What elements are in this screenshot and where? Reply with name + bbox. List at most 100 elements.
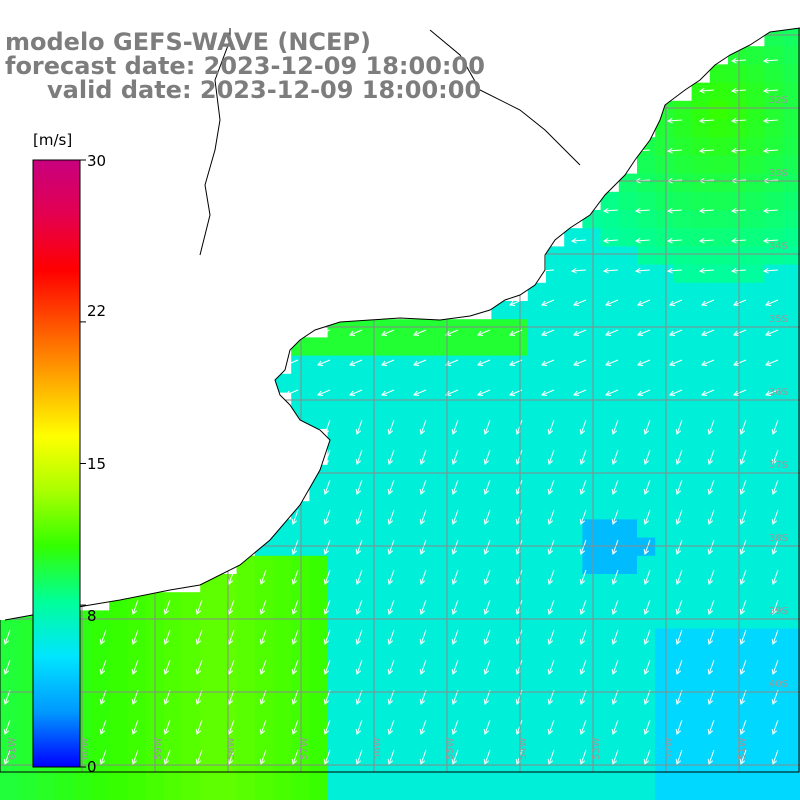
wind-cell [546, 392, 565, 411]
wind-cell [618, 483, 638, 502]
wind-cell [364, 737, 383, 757]
wind-arrow [771, 719, 779, 735]
wind-cell [582, 301, 602, 320]
wind-arrow [419, 419, 427, 435]
wind-arrow [707, 629, 715, 645]
wind-arrow [611, 629, 619, 645]
wind-cell [327, 337, 347, 357]
wind-cell [546, 701, 565, 721]
wind-cell [546, 519, 565, 539]
wind-cell [637, 264, 656, 284]
wind-arrow [355, 419, 363, 435]
wind-cell [382, 519, 401, 539]
wind-cell [618, 592, 638, 611]
lon-label: 58W [226, 737, 237, 760]
wind-cell [746, 210, 765, 229]
wind-cell [691, 464, 711, 484]
wind-cell [418, 428, 438, 448]
wind-cell [691, 155, 711, 175]
wind-cell [327, 501, 347, 520]
wind-cell [436, 464, 456, 484]
wind-cell [709, 719, 729, 739]
wind-cell [364, 337, 383, 357]
wind-cell [582, 464, 602, 484]
wind-cell [400, 701, 420, 721]
wind-cell [728, 64, 747, 84]
wind-cell [709, 246, 729, 266]
wind-arrow [707, 749, 715, 765]
wind-arrow [698, 147, 715, 154]
wind-cell [655, 337, 674, 357]
wind-cell [655, 264, 674, 284]
wind-cell [327, 355, 347, 375]
wind-cell [746, 173, 765, 193]
wind-cell [618, 701, 638, 721]
wind-cell [273, 792, 292, 800]
wind-cell [637, 537, 656, 557]
wind-cell [473, 774, 492, 793]
wind-cell [527, 428, 547, 448]
wind-cell [618, 719, 638, 739]
wind-cell [746, 82, 765, 102]
wind-cell [709, 592, 729, 611]
wind-cell [418, 519, 438, 539]
wind-cell [200, 737, 219, 757]
wind-cell [709, 555, 729, 575]
wind-cell [782, 428, 800, 448]
title-valid-date: valid date: 2023-12-09 18:00:00 [47, 76, 482, 104]
wind-cell [491, 592, 511, 611]
wind-cell [764, 737, 784, 757]
wind-cell [618, 173, 638, 193]
wind-cell [491, 628, 511, 648]
wind-cell [18, 683, 37, 702]
wind-cell [364, 501, 383, 520]
wind-cell [418, 337, 438, 357]
wind-cell [746, 337, 765, 357]
wind-cell [709, 210, 729, 229]
wind-cell [455, 537, 474, 557]
wind-cell [345, 701, 365, 721]
wind-arrow [259, 629, 267, 645]
wind-arrow [765, 359, 779, 366]
wind-cell [746, 592, 765, 611]
wind-cell [418, 392, 438, 411]
wind-cell [527, 319, 547, 338]
wind-arrow [163, 599, 171, 615]
wind-cell [691, 665, 711, 684]
wind-cell [637, 410, 656, 429]
wind-arrow [611, 479, 619, 495]
wind-cell [564, 683, 583, 702]
wind-arrow [547, 749, 555, 765]
wind-cell [509, 446, 529, 466]
wind-cell [163, 665, 183, 684]
lon-label: 51W [737, 737, 748, 760]
wind-arrow [451, 419, 459, 435]
wind-arrow [707, 569, 715, 585]
wind-cell [691, 392, 711, 411]
wind-cell [564, 792, 583, 800]
wind-cell [655, 646, 674, 666]
wind-cell [691, 610, 711, 630]
wind-cell [345, 574, 365, 593]
wind-arrow [99, 749, 107, 765]
wind-cell [709, 319, 729, 338]
wind-cell [436, 373, 456, 393]
wind-arrow [707, 449, 715, 465]
wind-cell [746, 737, 765, 757]
wind-arrow [707, 419, 715, 435]
wind-cell [163, 701, 183, 721]
wind-arrow [611, 749, 619, 765]
wind-cell [546, 464, 565, 484]
wind-cell [637, 210, 656, 229]
wind-cell [764, 246, 784, 266]
wind-arrow [387, 539, 395, 555]
wind-cell [254, 610, 274, 630]
wind-cell [509, 355, 529, 375]
wind-cell [491, 373, 511, 393]
wind-cell [382, 410, 401, 429]
wind-cell [218, 792, 238, 800]
wind-cell [655, 792, 674, 800]
wind-arrow [541, 329, 555, 336]
wind-cell [673, 483, 693, 502]
wind-arrow [739, 569, 747, 585]
